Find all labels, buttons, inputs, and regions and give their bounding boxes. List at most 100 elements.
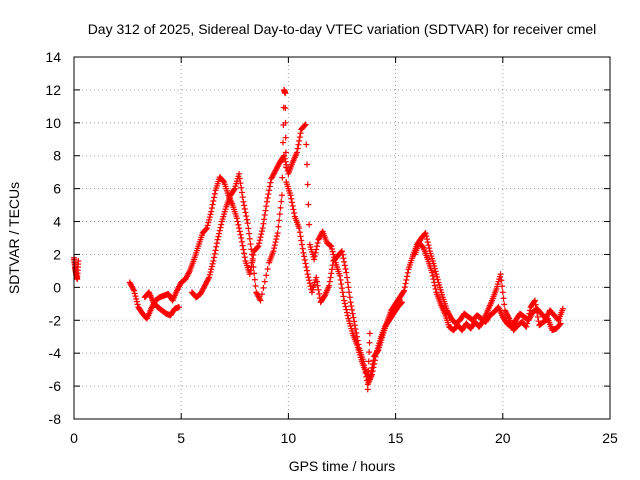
data-point xyxy=(342,303,349,310)
data-point xyxy=(211,250,218,257)
data-point xyxy=(313,246,320,253)
data-point xyxy=(523,323,530,330)
data-point xyxy=(281,152,288,159)
data-point xyxy=(233,215,240,222)
x-axis-label: GPS time / hours xyxy=(289,458,396,474)
data-point xyxy=(282,105,289,112)
data-point xyxy=(210,197,217,204)
data-point xyxy=(350,314,357,321)
data-point xyxy=(248,246,255,253)
data-point xyxy=(337,276,344,283)
data-point xyxy=(398,299,405,306)
data-point xyxy=(401,284,408,291)
data-point xyxy=(243,213,250,220)
data-point xyxy=(208,205,215,212)
data-point xyxy=(311,256,318,263)
data-point xyxy=(306,280,313,287)
data-point xyxy=(260,220,267,227)
data-point xyxy=(258,228,265,235)
data-point xyxy=(532,301,539,308)
data-point xyxy=(557,320,564,327)
data-point xyxy=(342,265,349,272)
data-point xyxy=(208,208,215,215)
data-point xyxy=(363,373,370,380)
data-point xyxy=(305,201,312,208)
data-point xyxy=(133,298,140,305)
x-tick-label: 20 xyxy=(495,430,511,446)
data-points xyxy=(71,86,566,393)
data-point xyxy=(236,175,243,182)
data-point xyxy=(75,258,82,265)
data-point xyxy=(326,278,333,285)
data-point xyxy=(213,240,220,247)
data-point xyxy=(213,243,220,250)
data-point xyxy=(261,278,268,285)
data-point xyxy=(278,198,285,205)
data-point xyxy=(206,274,213,281)
data-point xyxy=(328,270,335,277)
data-point xyxy=(256,237,263,244)
data-point xyxy=(279,157,286,164)
data-point xyxy=(131,290,138,297)
data-point xyxy=(301,253,308,260)
data-point xyxy=(216,230,223,237)
data-point xyxy=(256,296,263,303)
data-point xyxy=(216,227,223,234)
data-point xyxy=(328,243,335,250)
data-point xyxy=(302,260,309,267)
data-point xyxy=(297,130,304,137)
y-tick-label: -2 xyxy=(49,312,62,328)
data-point xyxy=(329,262,336,269)
data-point xyxy=(327,274,334,281)
data-point xyxy=(339,289,346,296)
data-point xyxy=(209,201,216,208)
data-point xyxy=(348,303,355,310)
data-point xyxy=(559,305,566,312)
data-point xyxy=(238,184,245,191)
data-point xyxy=(264,194,271,201)
data-point xyxy=(254,244,261,251)
data-point xyxy=(433,271,440,278)
data-point xyxy=(328,245,335,252)
data-point xyxy=(361,362,368,369)
data-point xyxy=(524,320,531,327)
data-point xyxy=(351,322,358,329)
data-point xyxy=(261,216,268,223)
data-point xyxy=(336,272,343,279)
data-point xyxy=(366,339,373,346)
data-point xyxy=(239,194,246,201)
data-point xyxy=(313,274,320,281)
data-point xyxy=(372,353,379,360)
y-tick-label: -6 xyxy=(49,378,62,394)
data-point xyxy=(534,309,541,316)
data-point xyxy=(343,306,350,313)
data-point xyxy=(430,276,437,283)
data-point xyxy=(346,294,353,301)
data-point xyxy=(341,297,348,304)
data-point xyxy=(267,179,274,186)
data-point xyxy=(312,249,319,256)
data-point xyxy=(370,364,377,371)
data-point xyxy=(279,174,286,181)
data-point xyxy=(424,236,431,243)
data-point xyxy=(352,326,359,333)
data-point xyxy=(271,242,278,249)
data-point xyxy=(277,204,284,211)
data-point xyxy=(235,221,242,228)
data-point xyxy=(251,270,258,277)
data-point xyxy=(313,243,320,250)
data-point xyxy=(297,233,304,240)
data-point xyxy=(238,238,245,245)
data-point xyxy=(366,349,373,356)
data-point xyxy=(525,313,532,320)
data-point xyxy=(353,329,360,336)
data-point xyxy=(526,310,533,317)
data-point xyxy=(402,280,409,287)
data-point xyxy=(252,282,259,289)
y-tick-label: 10 xyxy=(45,115,61,131)
data-point xyxy=(341,262,348,269)
data-point xyxy=(217,224,224,231)
data-point xyxy=(339,248,345,255)
data-point xyxy=(241,202,248,209)
data-point xyxy=(246,235,253,242)
